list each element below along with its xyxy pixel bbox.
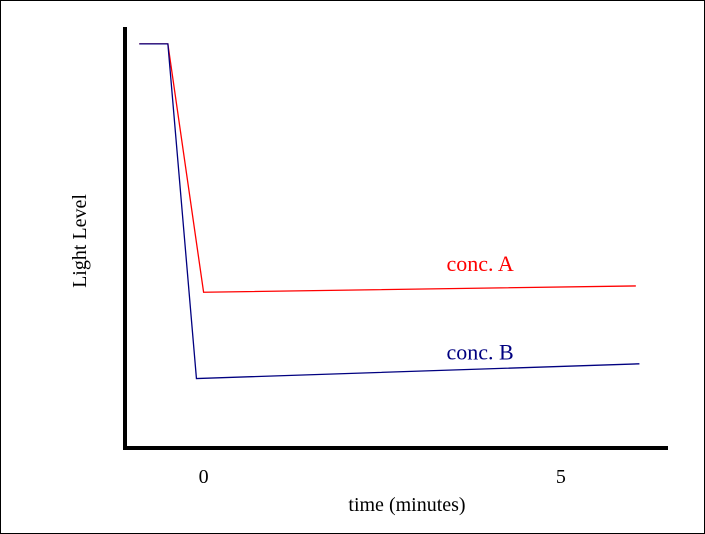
series-label-layer: conc. A conc. B bbox=[447, 251, 514, 364]
series-label-1: conc. A bbox=[447, 251, 514, 276]
x-tick-label-1: 0 bbox=[199, 466, 209, 488]
series-label-2: conc. B bbox=[447, 340, 514, 365]
series-layer bbox=[139, 43, 640, 380]
x-tick-label-2: 5 bbox=[556, 466, 566, 488]
y-axis-label: Light Level bbox=[69, 194, 91, 288]
series-line-1 bbox=[139, 43, 636, 293]
x-axis-label: time (minutes) bbox=[348, 494, 465, 516]
series-line-2 bbox=[139, 43, 640, 380]
